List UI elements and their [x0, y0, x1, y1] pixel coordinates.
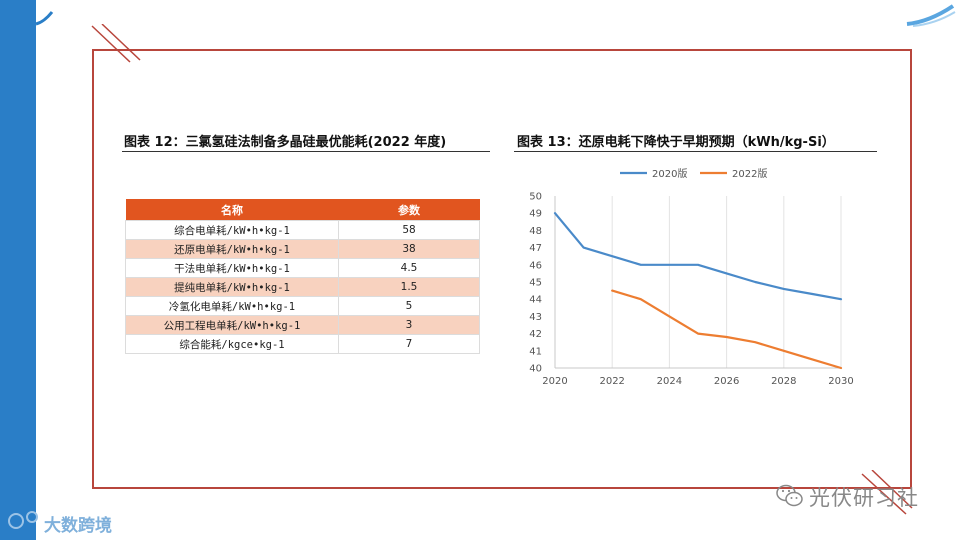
x-tick-label: 2026 [714, 376, 739, 387]
table-row: 冷氢化电单耗/kW•h•kg-1 5 [125, 296, 480, 316]
table-row: 还原电单耗/kW•h•kg-1 38 [125, 239, 480, 259]
table-row: 提纯电单耗/kW•h•kg-1 1.5 [125, 277, 480, 297]
table-row: 公用工程电单耗/kW•h•kg-1 3 [125, 315, 480, 335]
right-panel-title: 图表 13：还原电耗下降快于早期预期（kWh/kg-Si） [517, 135, 835, 150]
legend-label-2: 2022版 [732, 167, 767, 180]
y-tick-label: 46 [529, 260, 542, 271]
content-frame [92, 49, 912, 489]
x-tick-label: 2020 [542, 376, 567, 387]
table-header-row: 名称 参数 [125, 199, 480, 221]
y-tick-label: 43 [529, 312, 542, 323]
x-tick-label: 2024 [657, 376, 682, 387]
y-tick-label: 44 [529, 295, 542, 306]
table-row: 综合能耗/kgce•kg-1 7 [125, 334, 480, 354]
decorative-slash-bottom-right [861, 470, 913, 515]
row-name: 还原电单耗/kW•h•kg-1 [125, 239, 339, 259]
row-name: 公用工程电单耗/kW•h•kg-1 [125, 315, 339, 335]
y-tick-label: 45 [529, 278, 542, 289]
y-tick-label: 49 [529, 209, 542, 220]
left-panel-title: 图表 12：三氯氢硅法制备多晶硅最优能耗(2022 年度) [124, 135, 447, 150]
corner-swoosh-top-right [906, 4, 956, 27]
row-value: 7 [338, 334, 480, 354]
row-value: 38 [338, 239, 480, 259]
wechat-icon [776, 484, 803, 507]
right-title-rule [514, 151, 877, 152]
energy-consumption-table: 名称 参数 综合电单耗/kW•h•kg-1 58 还原电单耗/kW•h•kg-1… [125, 199, 480, 354]
x-tick-label: 2030 [828, 376, 853, 387]
decorative-slash-top-left [91, 24, 141, 63]
watermark-text-left: 大数跨境 [44, 516, 112, 536]
y-tick-label: 41 [529, 346, 542, 357]
row-name: 综合能耗/kgce•kg-1 [125, 334, 339, 354]
header-value: 参数 [338, 199, 480, 221]
series-line-2 [611, 289, 843, 370]
y-tick-label: 40 [529, 364, 542, 375]
y-tick-label: 47 [529, 243, 542, 254]
series-line-1 [553, 212, 843, 301]
corner-swoosh-top-left [35, 11, 54, 26]
left-accent-bar [0, 0, 36, 540]
y-tick-label: 50 [529, 192, 542, 203]
x-tick-label: 2022 [599, 376, 624, 387]
y-tick-label: 42 [529, 329, 542, 340]
header-name: 名称 [125, 199, 339, 221]
y-tick-label: 48 [529, 226, 542, 237]
watermark-text-right: 光伏研习社 [809, 486, 919, 510]
x-tick-label: 2028 [771, 376, 796, 387]
row-name: 提纯电单耗/kW•h•kg-1 [125, 277, 339, 297]
watermark-logo-left [8, 511, 38, 529]
row-value: 3 [338, 315, 480, 335]
row-value: 1.5 [338, 277, 480, 297]
legend-label-1: 2020版 [652, 167, 687, 180]
left-title-rule [122, 151, 490, 152]
